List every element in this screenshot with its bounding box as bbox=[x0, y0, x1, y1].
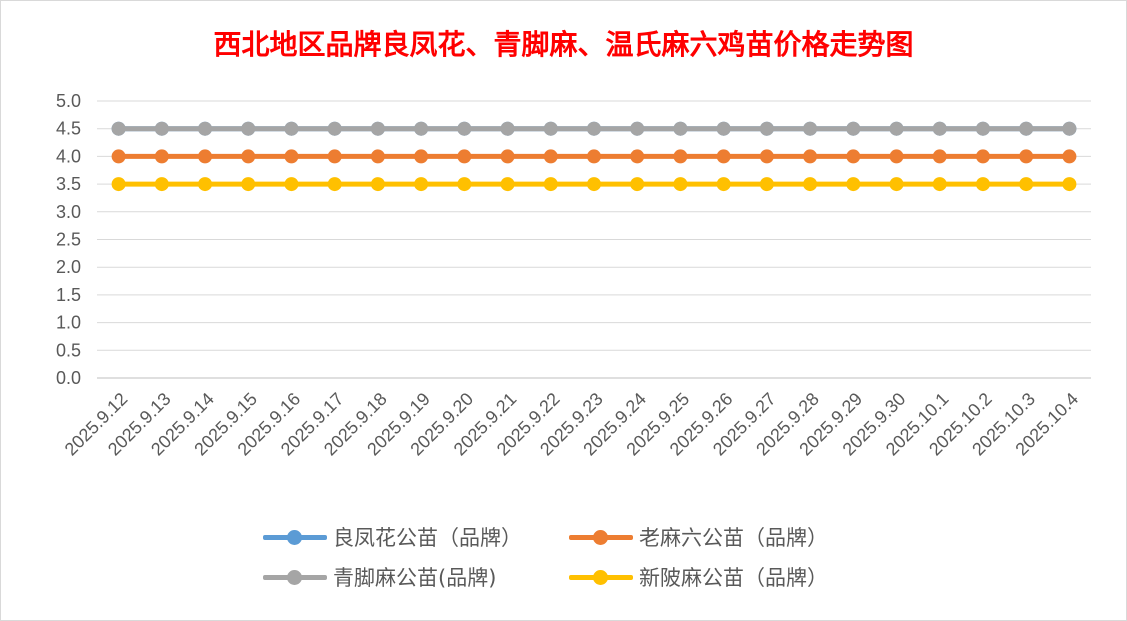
legend-swatch-marker bbox=[593, 530, 608, 545]
series-3-point bbox=[154, 177, 169, 192]
series-2-point bbox=[414, 121, 429, 136]
series-3-point bbox=[414, 177, 429, 192]
legend-swatch-marker bbox=[593, 570, 608, 585]
series-1-point bbox=[111, 149, 126, 164]
series-1-point bbox=[241, 149, 256, 164]
series-3-point bbox=[932, 177, 947, 192]
series-1-point bbox=[284, 149, 299, 164]
series-3-point bbox=[241, 177, 256, 192]
y-tick-label: 0.0 bbox=[56, 368, 81, 388]
legend-swatch bbox=[569, 525, 633, 549]
legend-swatch bbox=[569, 565, 633, 589]
y-tick-label: 1.5 bbox=[56, 285, 81, 305]
series-2-point bbox=[630, 121, 645, 136]
series-3-point bbox=[543, 177, 558, 192]
y-tick-label: 3.0 bbox=[56, 202, 81, 222]
series-1-point bbox=[1019, 149, 1034, 164]
series-1-point bbox=[370, 149, 385, 164]
series-1-point bbox=[327, 149, 342, 164]
series-3-point bbox=[630, 177, 645, 192]
series-2-point bbox=[284, 121, 299, 136]
series-1-point bbox=[500, 149, 515, 164]
series-3-point bbox=[198, 177, 213, 192]
series-1-point bbox=[932, 149, 947, 164]
y-tick-label: 2.5 bbox=[56, 230, 81, 250]
series-2-point bbox=[716, 121, 731, 136]
series-1-point bbox=[673, 149, 688, 164]
series-1-point bbox=[414, 149, 429, 164]
series-1-point bbox=[803, 149, 818, 164]
series-2-point bbox=[241, 121, 256, 136]
series-1-point bbox=[630, 149, 645, 164]
series-1-point bbox=[975, 149, 990, 164]
legend-label: 良凤花公苗（品牌） bbox=[333, 526, 522, 550]
y-tick-label: 5.0 bbox=[56, 91, 81, 111]
series-1-point bbox=[457, 149, 472, 164]
series-3-point bbox=[327, 177, 342, 192]
y-tick-label: 4.0 bbox=[56, 146, 81, 166]
series-3-point bbox=[500, 177, 515, 192]
legend-item: 良凤花公苗（品牌） bbox=[263, 523, 522, 551]
series-2-point bbox=[1019, 121, 1034, 136]
series-2-point bbox=[327, 121, 342, 136]
legend-item: 老麻六公苗（品牌） bbox=[569, 523, 828, 551]
series-1-point bbox=[759, 149, 774, 164]
series-3-point bbox=[370, 177, 385, 192]
series-3-point bbox=[1062, 177, 1077, 192]
series-3-point bbox=[889, 177, 904, 192]
y-tick-label: 2.0 bbox=[56, 257, 81, 277]
y-tick-label: 4.5 bbox=[56, 119, 81, 139]
series-1-point bbox=[198, 149, 213, 164]
series-2-point bbox=[932, 121, 947, 136]
y-tick-label: 0.5 bbox=[56, 340, 81, 360]
legend-label: 老麻六公苗（品牌） bbox=[639, 526, 828, 550]
chart-title: 西北地区品牌良凤花、青脚麻、温氏麻六鸡苗价格走势图 bbox=[213, 28, 914, 61]
series-2-point bbox=[543, 121, 558, 136]
series-2-point bbox=[1062, 121, 1077, 136]
legend-label: 新陂麻公苗（品牌） bbox=[639, 566, 828, 590]
series-1-point bbox=[543, 149, 558, 164]
series-1-point bbox=[1062, 149, 1077, 164]
legend-label: 青脚麻公苗(品牌) bbox=[333, 566, 497, 590]
series-3-point bbox=[759, 177, 774, 192]
legend-item: 新陂麻公苗（品牌） bbox=[569, 563, 828, 591]
series-3-point bbox=[1019, 177, 1034, 192]
series-3-point bbox=[111, 177, 126, 192]
series-1-point bbox=[587, 149, 601, 164]
y-tick-label: 3.5 bbox=[56, 174, 81, 194]
series-3-point bbox=[803, 177, 818, 192]
series-1-point bbox=[154, 149, 169, 164]
series-2-point bbox=[111, 121, 126, 136]
series-1-point bbox=[716, 149, 731, 164]
series-1-point bbox=[889, 149, 904, 164]
series-2-point bbox=[889, 121, 904, 136]
series-2-point bbox=[759, 121, 774, 136]
series-2-point bbox=[587, 121, 601, 136]
series-2-point bbox=[500, 121, 515, 136]
legend-item: 青脚麻公苗(品牌) bbox=[263, 563, 496, 591]
y-tick-label: 1.0 bbox=[56, 313, 81, 333]
series-2-point bbox=[673, 121, 688, 136]
series-3-point bbox=[587, 177, 601, 192]
series-2-point bbox=[846, 121, 861, 136]
series-3-point bbox=[673, 177, 688, 192]
series-3-point bbox=[716, 177, 731, 192]
series-3-point bbox=[846, 177, 861, 192]
legend-swatch bbox=[263, 525, 327, 549]
series-2-point bbox=[154, 121, 169, 136]
series-3-point bbox=[284, 177, 299, 192]
legend-swatch-marker bbox=[287, 570, 302, 585]
series-2-point bbox=[457, 121, 472, 136]
series-2-point bbox=[803, 121, 818, 136]
series-3-point bbox=[975, 177, 990, 192]
legend-swatch bbox=[263, 565, 327, 589]
series-1-point bbox=[846, 149, 861, 164]
series-2-point bbox=[370, 121, 385, 136]
series-3-point bbox=[457, 177, 472, 192]
series-2-point bbox=[975, 121, 990, 136]
series-2-point bbox=[198, 121, 213, 136]
legend-swatch-marker bbox=[287, 530, 302, 545]
